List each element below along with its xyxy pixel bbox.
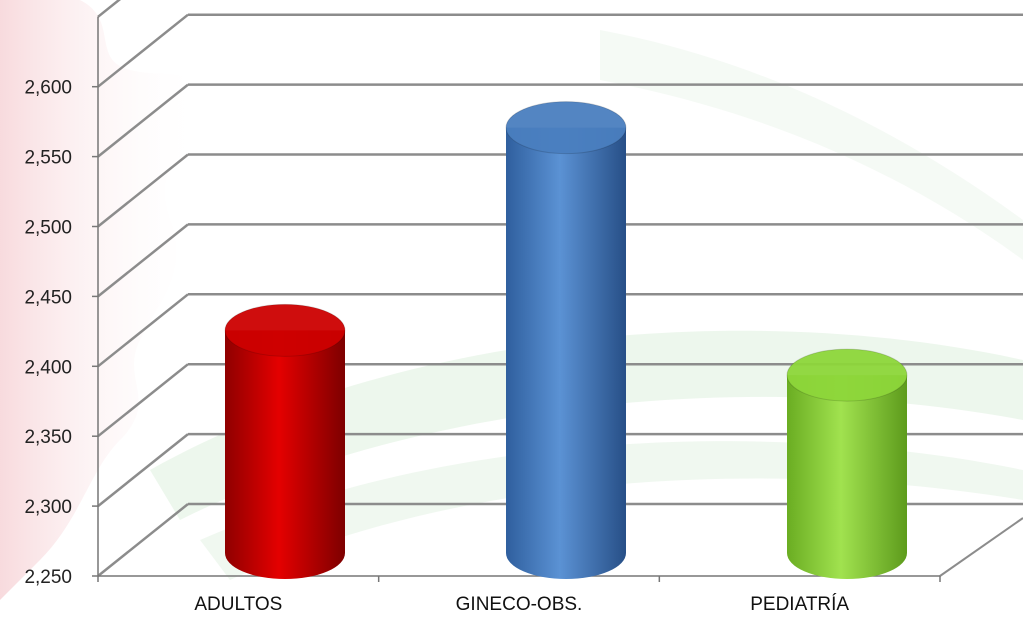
bar-body xyxy=(506,127,626,579)
bar-top xyxy=(787,349,907,402)
gridline-side xyxy=(97,433,189,508)
y-tick-labels: 2,250 2,300 2,350 2,400 2,450 2,500 2,550 2,600 xyxy=(24,78,72,588)
bar-top xyxy=(506,101,626,154)
x-tick-label: ADULTOS xyxy=(194,594,282,615)
y-tick-label: 2,500 xyxy=(24,218,72,239)
bar-top-outline xyxy=(224,303,346,357)
bar-top xyxy=(225,304,345,357)
bar-body xyxy=(787,375,907,579)
axes xyxy=(92,16,941,582)
gridline-side xyxy=(97,153,189,228)
category-labels: ADULTOS GINECO-OBS. PEDIATRÍA xyxy=(194,594,849,615)
swoosh-decoration xyxy=(600,30,1023,260)
y-tick-label: 2,400 xyxy=(24,357,72,378)
y-tick-label: 2,450 xyxy=(24,287,72,308)
floor-edge xyxy=(939,517,1023,577)
filigree-ornament xyxy=(0,0,202,600)
gridline-side xyxy=(97,503,189,577)
gridline-side xyxy=(97,363,189,438)
bars xyxy=(224,101,908,579)
bar-body xyxy=(225,330,345,579)
y-tick-label: 2,300 xyxy=(24,497,72,518)
bar-top-outline xyxy=(786,348,908,402)
gridline-side xyxy=(97,293,189,368)
x-tick-label: GINECO-OBS. xyxy=(456,594,583,615)
y-tick-label: 2,350 xyxy=(24,427,72,448)
y-tick-label: 2,550 xyxy=(24,148,72,169)
bar-top-outline xyxy=(505,101,627,155)
gridline-side xyxy=(97,13,189,88)
x-tick-label: PEDIATRÍA xyxy=(750,594,849,615)
y-tick-label: 2,600 xyxy=(24,78,72,99)
bar-gineco-obs xyxy=(505,101,627,579)
bar-pediatr-a xyxy=(786,348,908,579)
gridline-side xyxy=(97,223,189,298)
y-tick-label: 2,250 xyxy=(24,567,72,588)
gridline-side xyxy=(97,83,189,158)
gridline-side xyxy=(97,0,122,18)
bar-adultos xyxy=(224,303,346,579)
